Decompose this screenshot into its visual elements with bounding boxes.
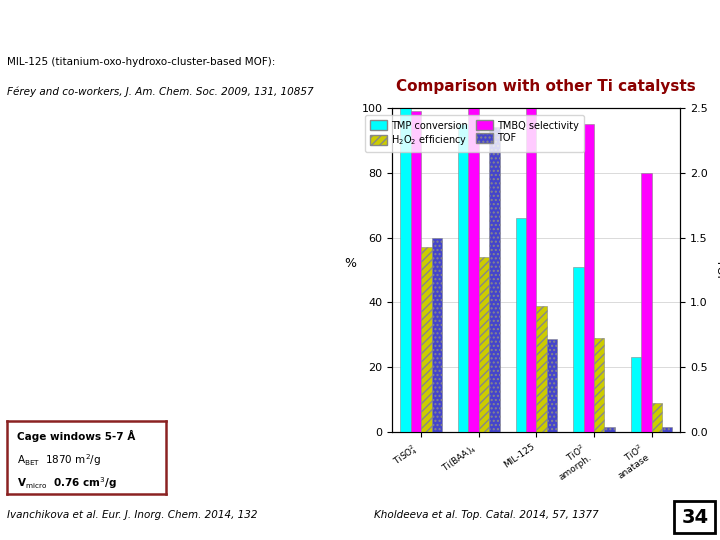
Text: Kholdeeva et al. Top. Catal. 2014, 57, 1377: Kholdeeva et al. Top. Catal. 2014, 57, 1…: [374, 510, 599, 520]
Bar: [469, 108, 479, 432]
Text: Phenol oxidation with H$_2$O$_2$ using MIL-125: Phenol oxidation with H$_2$O$_2$ using M…: [1, 12, 719, 45]
Legend: TMP conversion, H$_2$O$_2$ efficiency, TMBQ selectivity, TOF: TMP conversion, H$_2$O$_2$ efficiency, T…: [365, 116, 584, 152]
Bar: [631, 357, 642, 432]
Bar: [516, 218, 526, 432]
Bar: [536, 306, 546, 432]
Y-axis label: TOF: TOF: [714, 259, 720, 281]
Bar: [431, 238, 442, 432]
Text: Férey and co-workers, J. Am. Chem. Soc. 2009, 131, 10857: Férey and co-workers, J. Am. Chem. Soc. …: [7, 86, 314, 97]
Bar: [546, 339, 557, 432]
Y-axis label: %: %: [345, 257, 356, 270]
Text: MIL-125 (titanium-oxo-hydroxo-cluster-based MOF):: MIL-125 (titanium-oxo-hydroxo-cluster-ba…: [7, 57, 276, 67]
Bar: [662, 427, 672, 432]
Text: Ivanchikova et al. Eur. J. Inorg. Chem. 2014, 132: Ivanchikova et al. Eur. J. Inorg. Chem. …: [7, 510, 258, 520]
Text: Comparison with other Ti catalysts: Comparison with other Ti catalysts: [396, 79, 696, 94]
Bar: [421, 247, 431, 432]
Text: A$_{\mathrm{BET}}$  1870 m$^2$/g: A$_{\mathrm{BET}}$ 1870 m$^2$/g: [17, 453, 101, 468]
Bar: [411, 111, 421, 432]
Bar: [458, 124, 469, 432]
Bar: [584, 124, 594, 432]
Bar: [642, 173, 652, 432]
Bar: [489, 127, 500, 432]
Bar: [479, 257, 489, 432]
Bar: [400, 108, 411, 432]
Bar: [526, 108, 536, 432]
Bar: [604, 427, 615, 432]
Text: SEM: SEM: [186, 432, 212, 442]
Bar: [594, 338, 604, 432]
Bar: [652, 403, 662, 432]
Text: Cage windows 5-7 Å: Cage windows 5-7 Å: [17, 430, 135, 442]
Text: 34: 34: [681, 508, 708, 526]
Bar: [573, 267, 584, 432]
Text: V$_{\mathrm{micro}}$  0.76 cm$^3$/g: V$_{\mathrm{micro}}$ 0.76 cm$^3$/g: [17, 475, 117, 491]
